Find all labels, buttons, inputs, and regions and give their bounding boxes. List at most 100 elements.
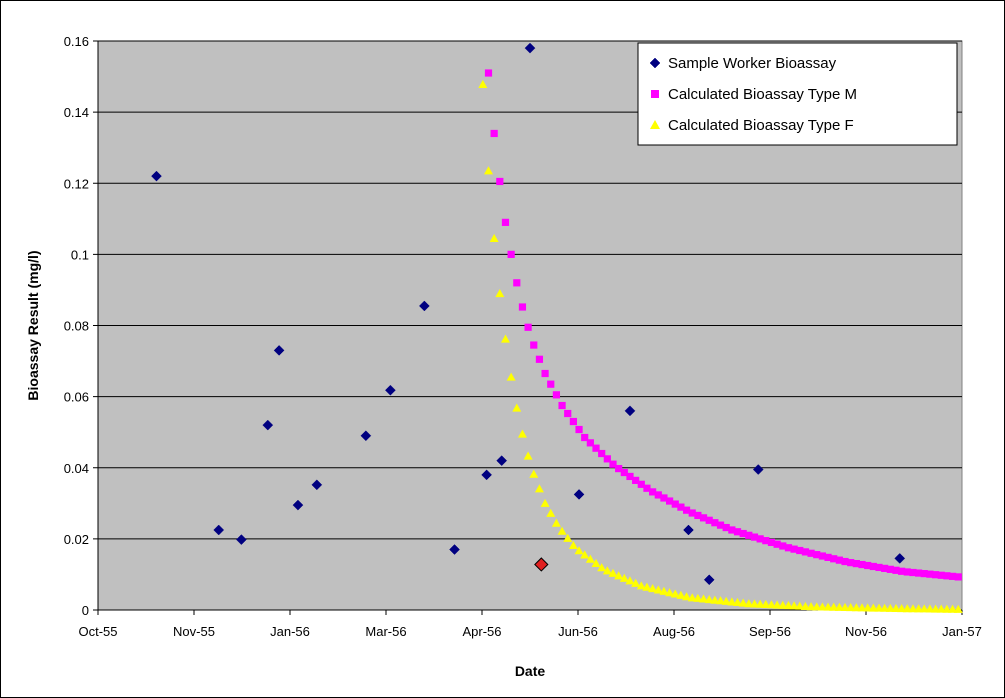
type-m-point xyxy=(575,425,583,434)
type-f-point xyxy=(727,597,737,606)
worker-bioassay-point xyxy=(292,499,304,511)
worker-bioassay-point xyxy=(449,544,460,555)
type-f-point xyxy=(863,603,873,612)
type-f-point xyxy=(716,596,726,605)
worker-bioassay-point xyxy=(213,524,225,536)
type-f-point xyxy=(495,288,505,298)
series-calculated-bioassay-type-m xyxy=(484,69,962,581)
type-m-point xyxy=(513,279,521,287)
type-m-point xyxy=(807,549,815,557)
y-tick-label: 0.02 xyxy=(64,532,89,547)
type-m-point xyxy=(535,355,544,363)
type-m-point xyxy=(654,491,662,499)
type-m-point xyxy=(705,516,713,524)
type-f-point xyxy=(478,79,488,88)
type-m-point xyxy=(507,250,515,258)
type-f-point xyxy=(625,576,635,585)
type-f-point xyxy=(897,604,907,613)
x-tick-label: Jun-56 xyxy=(558,624,598,639)
worker-bioassay-point xyxy=(573,489,585,500)
type-m-point xyxy=(501,218,510,226)
type-f-point xyxy=(721,596,731,605)
type-f-point xyxy=(806,602,816,611)
worker-bioassay-point xyxy=(273,345,285,356)
highlight-point xyxy=(534,557,549,572)
type-m-point xyxy=(773,540,781,548)
type-m-point xyxy=(886,565,894,573)
type-f-point xyxy=(812,602,822,611)
y-tick-label: 0 xyxy=(82,603,89,618)
type-f-point xyxy=(795,601,805,610)
type-m-point xyxy=(649,488,657,496)
type-m-point xyxy=(858,560,866,569)
type-f-point xyxy=(591,558,601,568)
type-f-point xyxy=(755,599,765,608)
type-f-point xyxy=(851,603,861,612)
type-m-point xyxy=(750,533,759,541)
type-m-point xyxy=(756,535,764,543)
type-f-point xyxy=(523,451,533,460)
y-tick-label: 0.1 xyxy=(71,247,89,262)
legend-marker xyxy=(649,57,661,69)
legend-marker xyxy=(651,90,659,98)
type-m-point xyxy=(864,561,872,570)
type-f-point xyxy=(659,586,669,595)
type-m-point xyxy=(541,369,549,378)
legend-box xyxy=(637,42,958,146)
type-m-point xyxy=(643,484,651,492)
type-f-point xyxy=(614,571,624,580)
type-f-point xyxy=(914,604,924,613)
type-f-point xyxy=(834,602,844,611)
type-m-point xyxy=(779,542,787,550)
type-m-point xyxy=(875,563,883,572)
x-tick-label: Jan-57 xyxy=(942,624,982,639)
type-f-point xyxy=(534,484,544,493)
legend-label: Calculated Bioassay Type M xyxy=(668,86,857,103)
type-m-point xyxy=(490,129,498,138)
legend-label: Calculated Bioassay Type F xyxy=(668,117,854,134)
type-f-point xyxy=(925,604,935,613)
type-f-point xyxy=(568,540,578,549)
type-f-point xyxy=(619,573,629,582)
y-tick-label: 0.16 xyxy=(64,34,89,49)
type-f-point xyxy=(931,604,941,613)
y-tick-label: 0.14 xyxy=(64,105,89,120)
type-m-point xyxy=(937,571,945,579)
type-m-point xyxy=(745,531,753,539)
type-m-point xyxy=(665,497,674,505)
type-m-point xyxy=(688,509,696,517)
type-m-point xyxy=(835,556,843,564)
type-m-point xyxy=(530,341,538,349)
y-axis-title: Bioassay Result (mg/l) xyxy=(25,250,41,400)
type-m-point xyxy=(484,69,493,77)
type-f-point xyxy=(653,585,663,594)
worker-bioassay-point xyxy=(481,469,492,481)
type-m-point xyxy=(824,553,832,562)
type-f-point xyxy=(710,595,720,604)
x-tick-label: Mar-56 xyxy=(365,624,406,639)
type-f-point xyxy=(948,604,958,613)
type-m-point xyxy=(841,557,849,566)
type-f-point xyxy=(880,603,890,612)
worker-bioassay-point xyxy=(360,430,372,442)
type-m-point xyxy=(564,409,572,418)
type-f-point xyxy=(699,594,709,603)
x-tick-label: Jan-56 xyxy=(270,624,310,639)
worker-bioassay-point xyxy=(624,405,636,417)
type-m-point xyxy=(524,323,532,331)
type-m-point xyxy=(694,511,702,520)
type-f-point xyxy=(953,604,963,613)
type-f-point xyxy=(817,602,827,611)
type-m-point xyxy=(948,572,957,580)
type-f-point xyxy=(602,566,612,575)
worker-bioassay-point xyxy=(311,479,323,491)
type-m-point xyxy=(813,551,821,559)
x-tick-label: Sep-56 xyxy=(749,624,791,639)
type-f-point xyxy=(891,603,901,613)
type-f-point xyxy=(919,604,929,613)
type-f-point xyxy=(483,166,493,175)
type-m-point xyxy=(796,546,804,555)
type-f-point xyxy=(744,599,754,608)
type-f-point xyxy=(512,403,522,412)
type-f-point xyxy=(500,334,510,343)
